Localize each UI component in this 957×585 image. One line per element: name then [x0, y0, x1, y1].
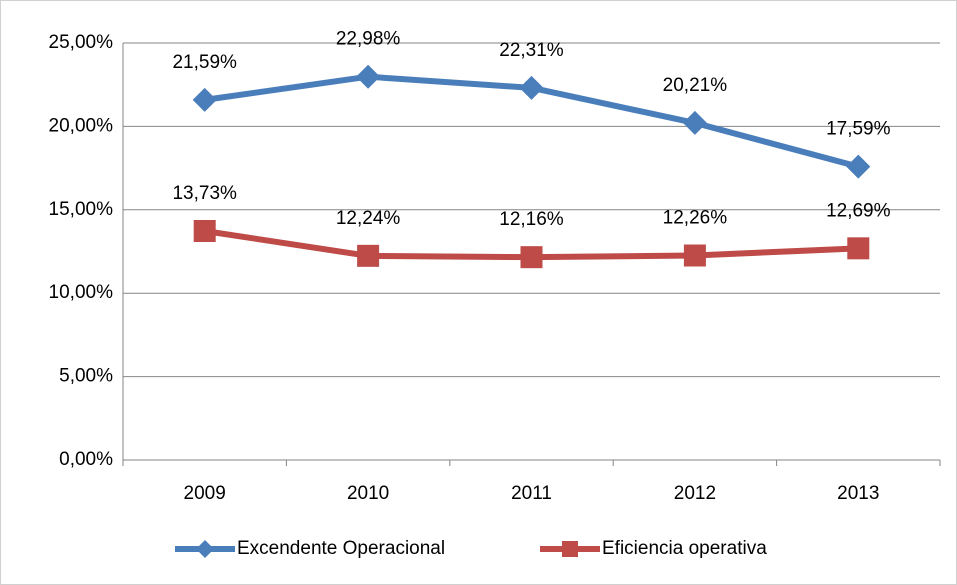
x-tick-label: 2010 [347, 483, 389, 504]
marker [519, 75, 544, 100]
data-label: 22,98% [336, 29, 401, 50]
y-tick-label: 10,00% [49, 282, 114, 303]
legend-marker [196, 540, 214, 558]
y-tick-label: 25,00% [49, 32, 114, 53]
x-tick-label: 2009 [184, 483, 226, 504]
x-tick-label: 2013 [837, 483, 879, 504]
data-label: 21,59% [172, 52, 237, 73]
data-label: 12,24% [336, 208, 401, 229]
x-tick-label: 2011 [511, 483, 552, 504]
marker [356, 64, 381, 89]
data-label: 13,73% [172, 183, 237, 204]
marker [846, 154, 871, 179]
legend-marker [562, 541, 578, 557]
y-tick-label: 5,00% [59, 366, 113, 387]
marker [847, 237, 870, 260]
marker [193, 219, 216, 242]
marker [192, 87, 217, 112]
data-label: 12,26% [663, 208, 728, 229]
data-label: 20,21% [663, 75, 728, 96]
data-label: 12,69% [826, 200, 891, 221]
marker [683, 244, 706, 267]
data-label: 12,16% [499, 209, 564, 230]
x-tick-label: 2012 [674, 483, 716, 504]
marker [682, 110, 707, 135]
data-label: 22,31% [499, 40, 564, 61]
y-tick-label: 0,00% [59, 449, 113, 470]
legend-label: Eficiencia operativa [602, 538, 767, 559]
data-label: 17,59% [826, 119, 891, 140]
marker [357, 244, 380, 267]
y-tick-label: 20,00% [49, 115, 114, 136]
legend-label: Excendente Operacional [237, 538, 445, 559]
marker [520, 246, 543, 269]
y-tick-label: 15,00% [49, 199, 114, 220]
